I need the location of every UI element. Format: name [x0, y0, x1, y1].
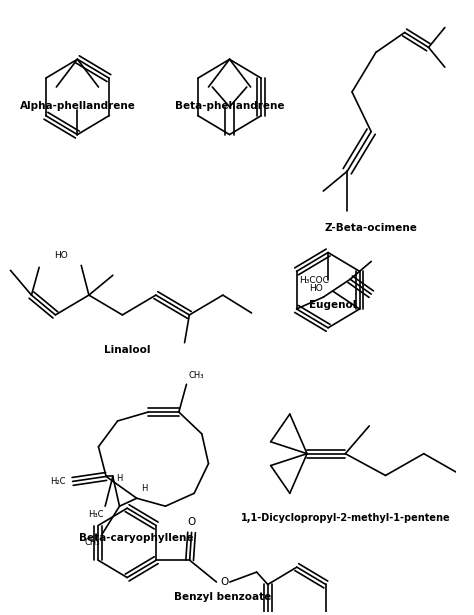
Text: HO: HO: [54, 252, 68, 260]
Text: Eugenol: Eugenol: [309, 300, 356, 310]
Text: H: H: [116, 474, 122, 483]
Text: O: O: [220, 577, 228, 587]
Text: HO: HO: [310, 284, 323, 293]
Text: CH₃: CH₃: [85, 538, 100, 547]
Text: H₃COC: H₃COC: [299, 276, 329, 285]
Text: CH₃: CH₃: [188, 371, 204, 380]
Text: H: H: [142, 484, 148, 493]
Text: Benzyl benzoate: Benzyl benzoate: [174, 592, 272, 603]
Text: H₂C: H₂C: [50, 477, 66, 486]
Text: Beta-phellandrene: Beta-phellandrene: [175, 101, 284, 111]
Text: H₃C: H₃C: [88, 510, 103, 519]
Text: Z-Beta-ocimene: Z-Beta-ocimene: [325, 223, 418, 232]
Text: Alpha-phellandrene: Alpha-phellandrene: [19, 101, 136, 111]
Text: 1,1-Dicyclopropyl-2-methyl-1-pentene: 1,1-Dicyclopropyl-2-methyl-1-pentene: [240, 513, 450, 523]
Text: Linalool: Linalool: [104, 344, 150, 355]
Text: O: O: [187, 517, 196, 528]
Text: Beta-caryophyllene: Beta-caryophyllene: [80, 533, 194, 543]
